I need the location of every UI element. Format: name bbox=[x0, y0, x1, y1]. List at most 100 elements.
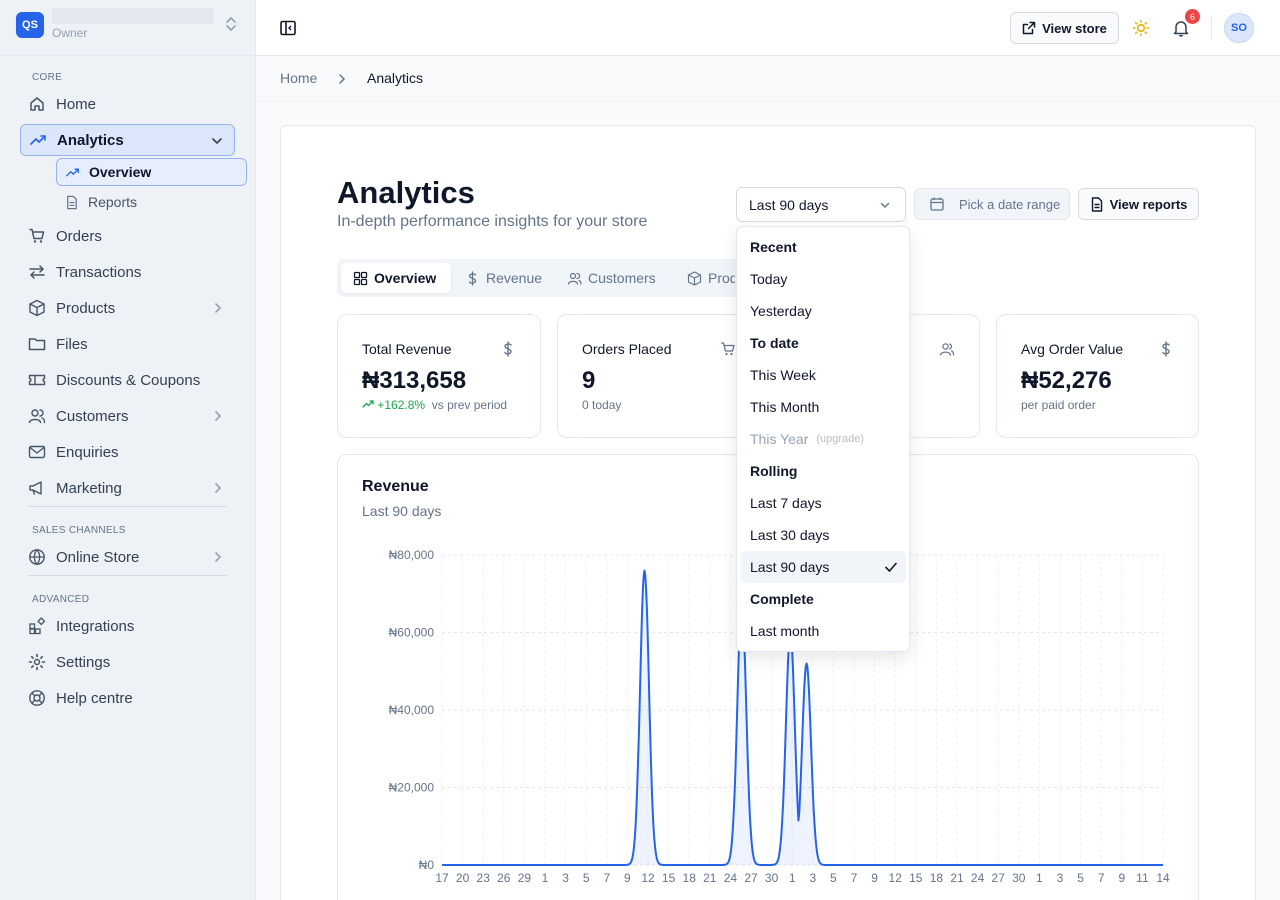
x-tick-label: 18 bbox=[683, 871, 697, 885]
megaphone-icon bbox=[29, 481, 42, 495]
sidebar-item-label: Settings bbox=[56, 653, 111, 671]
date-range-value: Last 90 days bbox=[749, 196, 829, 213]
chevron-down-icon bbox=[880, 202, 890, 209]
sidebar-item-discounts[interactable]: Discounts & Coupons bbox=[20, 364, 235, 396]
chevron-right-icon bbox=[215, 483, 222, 493]
breadcrumb-current: Analytics bbox=[367, 70, 424, 86]
stat-card-total-revenue: Total Revenue ₦313,658 +162.8% vs prev p… bbox=[337, 314, 541, 438]
store-switcher[interactable]: QS Owner bbox=[0, 0, 255, 56]
dropdown-option-last-30-days[interactable]: Last 30 days bbox=[750, 527, 830, 543]
sidebar-item-integrations[interactable]: Integrations bbox=[20, 610, 235, 642]
trending-up-icon bbox=[362, 400, 374, 408]
arrows-exchange-icon bbox=[29, 265, 45, 279]
sidebar-item-customers[interactable]: Customers bbox=[20, 400, 235, 432]
view-reports-button[interactable]: View reports bbox=[1078, 188, 1199, 220]
dropdown-option-last-90-days[interactable]: Last 90 days bbox=[741, 551, 906, 583]
sidebar-item-label: Home bbox=[56, 95, 97, 113]
date-range-picker[interactable]: Pick a date range bbox=[914, 188, 1070, 220]
sidebar-item-transactions[interactable]: Transactions bbox=[20, 256, 235, 288]
x-tick-label: 27 bbox=[744, 871, 758, 885]
chevron-right-icon bbox=[215, 552, 222, 562]
x-tick-label: 3 bbox=[809, 871, 816, 885]
page-subtitle: In-depth performance insights for your s… bbox=[337, 213, 648, 230]
package-icon bbox=[687, 270, 702, 286]
sidebar-item-label: Marketing bbox=[56, 479, 122, 497]
sidebar-item-label: Overview bbox=[89, 164, 152, 180]
tab-label: Revenue bbox=[486, 270, 543, 286]
file-text-icon bbox=[67, 195, 77, 209]
integrations-icon bbox=[29, 617, 46, 635]
sidebar-item-label: Help centre bbox=[56, 689, 133, 707]
dropdown-option-label: This Year bbox=[750, 431, 809, 447]
x-tick-label: 14 bbox=[1156, 871, 1170, 885]
sidebar-item-label: Discounts & Coupons bbox=[56, 371, 201, 389]
mail-icon bbox=[28, 445, 46, 459]
tab-products[interactable]: Products bbox=[675, 263, 735, 293]
stat-change-value: +162.8% bbox=[377, 398, 426, 412]
store-name bbox=[52, 8, 214, 24]
chevrons-up-down-icon bbox=[226, 16, 236, 32]
x-tick-label: 5 bbox=[583, 871, 590, 885]
stat-card-avg-order-value: Avg Order Value ₦52,276 per paid order bbox=[996, 314, 1199, 438]
folder-icon bbox=[28, 338, 46, 351]
dropdown-option-last-7-days[interactable]: Last 7 days bbox=[750, 495, 822, 511]
view-store-button[interactable]: View store bbox=[1010, 12, 1119, 44]
sidebar-item-marketing[interactable]: Marketing bbox=[20, 472, 235, 504]
sidebar-item-label: Files bbox=[56, 335, 88, 353]
sun-icon[interactable] bbox=[1132, 19, 1150, 37]
x-tick-label: 12 bbox=[641, 871, 655, 885]
dropdown-option-this-month[interactable]: This Month bbox=[750, 399, 820, 415]
x-tick-label: 30 bbox=[1012, 871, 1026, 885]
stat-label: Avg Order Value bbox=[1021, 341, 1124, 357]
sidebar-item-label: Customers bbox=[56, 407, 129, 425]
x-tick-label: 3 bbox=[1057, 871, 1064, 885]
stat-value: ₦313,658 bbox=[362, 367, 467, 394]
sidebar-item-settings[interactable]: Settings bbox=[20, 646, 235, 678]
sidebar-item-products[interactable]: Products bbox=[20, 292, 235, 324]
breadcrumb-home[interactable]: Home bbox=[280, 70, 318, 86]
sidebar-item-orders[interactable]: Orders bbox=[20, 220, 235, 252]
date-range-select[interactable]: Last 90 days bbox=[736, 187, 906, 222]
y-tick-label: ₦40,000 bbox=[389, 703, 435, 717]
x-tick-label: 21 bbox=[950, 871, 964, 885]
tab-revenue[interactable]: Revenue bbox=[453, 263, 553, 293]
sidebar-item-online-store[interactable]: Online Store bbox=[20, 541, 235, 573]
check-icon bbox=[885, 562, 897, 572]
package-icon bbox=[29, 299, 45, 317]
x-tick-label: 5 bbox=[830, 871, 837, 885]
dropdown-group-rolling: Rolling bbox=[750, 463, 798, 479]
sidebar-item-help[interactable]: Help centre bbox=[20, 682, 235, 714]
x-tick-label: 29 bbox=[518, 871, 532, 885]
dropdown-option-yesterday[interactable]: Yesterday bbox=[750, 303, 812, 319]
chevron-down-icon bbox=[212, 138, 222, 145]
tab-customers[interactable]: Customers bbox=[555, 263, 675, 293]
store-logo: QS bbox=[16, 12, 44, 38]
dropdown-group-complete: Complete bbox=[750, 591, 814, 607]
sidebar-item-label: Products bbox=[56, 299, 116, 317]
sidebar-item-home[interactable]: Home bbox=[20, 88, 235, 120]
sidebar-toggle-icon[interactable] bbox=[278, 18, 298, 38]
sidebar-item-analytics[interactable]: Analytics bbox=[20, 124, 235, 156]
avatar[interactable]: SO bbox=[1224, 13, 1254, 43]
breadcrumb: Home Analytics bbox=[256, 56, 1280, 102]
stat-value: 9 bbox=[582, 367, 596, 394]
stat-value: ₦52,276 bbox=[1021, 367, 1112, 394]
analytics-tabs: Overview Revenue Customers Products bbox=[337, 259, 757, 297]
dropdown-option-last-month[interactable]: Last month bbox=[750, 623, 820, 639]
sidebar-subitem-reports[interactable]: Reports bbox=[56, 188, 247, 216]
dropdown-option-this-week[interactable]: This Week bbox=[750, 367, 816, 383]
bell-icon[interactable] bbox=[1172, 19, 1190, 37]
sidebar-subitem-overview[interactable]: Overview bbox=[56, 158, 247, 186]
section-core: CORE bbox=[32, 72, 63, 83]
divider bbox=[28, 575, 227, 576]
sidebar-item-enquiries[interactable]: Enquiries bbox=[20, 436, 235, 468]
dropdown-option-today[interactable]: Today bbox=[750, 271, 788, 287]
sidebar-item-files[interactable]: Files bbox=[20, 328, 235, 360]
trending-up-icon bbox=[66, 168, 79, 176]
x-tick-label: 24 bbox=[724, 871, 738, 885]
x-tick-label: 23 bbox=[477, 871, 491, 885]
tab-overview[interactable]: Overview bbox=[341, 263, 451, 293]
x-tick-label: 15 bbox=[909, 871, 923, 885]
y-tick-label: ₦20,000 bbox=[389, 781, 435, 795]
